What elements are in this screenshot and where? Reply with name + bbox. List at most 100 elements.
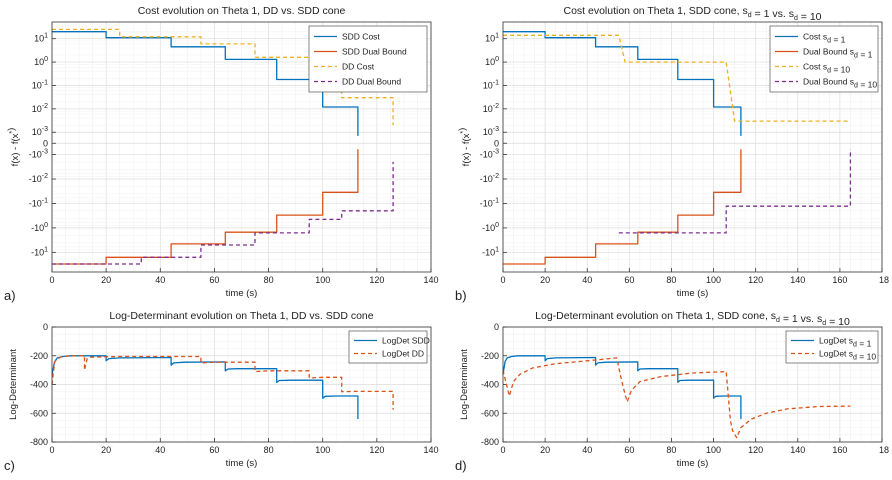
x-tick-label: 40 bbox=[582, 275, 592, 285]
x-tick-label: 140 bbox=[423, 275, 438, 285]
y-tick-label: -10-1 bbox=[480, 197, 499, 208]
panel-letter: a) bbox=[4, 288, 16, 303]
y-tick-label: -400 bbox=[30, 380, 48, 390]
y-tick-label: -200 bbox=[30, 351, 48, 361]
series-line-2 bbox=[52, 149, 359, 265]
x-tick-label: 20 bbox=[540, 445, 550, 455]
x-tick-label: 60 bbox=[209, 445, 219, 455]
y-tick-label: 100 bbox=[485, 56, 499, 67]
x-tick-label: 80 bbox=[264, 275, 274, 285]
plot-frame bbox=[502, 21, 883, 273]
plot-frame bbox=[51, 21, 432, 273]
x-tick-label: 0 bbox=[49, 445, 54, 455]
y-tick-label: 0 bbox=[494, 322, 499, 332]
y-tick-label: 10-1 bbox=[32, 79, 48, 90]
y-tick-label: -100 bbox=[482, 222, 499, 233]
y-tick-label: -10-2 bbox=[29, 173, 48, 184]
x-tick-label: 100 bbox=[315, 275, 330, 285]
series-line-3 bbox=[52, 28, 394, 126]
y-tick-label: -10-3 bbox=[29, 149, 48, 160]
x-tick-label: 20 bbox=[101, 445, 111, 455]
x-tick-label: 60 bbox=[624, 275, 634, 285]
chart-title: Log-Determinant evolution on Theta 1, DD… bbox=[109, 310, 373, 322]
y-tick-label: -101 bbox=[31, 246, 48, 257]
legend-label-2: SDD Dual Bound bbox=[342, 47, 407, 57]
legend: SDD Cost SDD Dual Bound DD Cost DD Dual Bou… bbox=[308, 25, 428, 93]
series-line-3 bbox=[503, 34, 851, 122]
legend: Cost sd = 1 Dual Bound sd = 1 Cost sd = 10… bbox=[769, 25, 879, 93]
x-tick-label: 60 bbox=[624, 445, 634, 455]
chart-title: Cost evolution on Theta 1, SDD cone, sd … bbox=[563, 5, 821, 23]
x-tick-label: 0 bbox=[500, 445, 505, 455]
y-tick-label: -10-3 bbox=[480, 149, 499, 160]
x-tick-label: 40 bbox=[582, 445, 592, 455]
x-axis-label: time (s) bbox=[226, 288, 258, 299]
legend-label-4: Dual Bound sd = 10 bbox=[803, 77, 877, 90]
y-tick-label: -100 bbox=[31, 222, 48, 233]
y-tick-label: 10-3 bbox=[483, 126, 499, 137]
series-line-2 bbox=[503, 149, 742, 265]
chart-title: Cost evolution on Theta 1, DD vs. SDD co… bbox=[138, 5, 346, 17]
legend-label-1: LogDet SDD bbox=[382, 336, 430, 346]
x-tick-label: 40 bbox=[155, 445, 165, 455]
x-axis-label: time (s) bbox=[226, 458, 258, 469]
x-tick-label: 18 bbox=[879, 275, 889, 285]
legend-label-3: Cost sd = 10 bbox=[803, 62, 850, 75]
x-tick-label: 120 bbox=[369, 275, 384, 285]
x-tick-label: 140 bbox=[790, 445, 805, 455]
series-line-4 bbox=[52, 161, 394, 265]
x-tick-label: 20 bbox=[101, 275, 111, 285]
x-tick-label: 100 bbox=[706, 445, 721, 455]
x-tick-label: 140 bbox=[790, 275, 805, 285]
y-tick-label: -800 bbox=[481, 437, 499, 447]
x-axis-label: time (s) bbox=[677, 288, 709, 299]
legend-label-2: LogDet sd = 10 bbox=[819, 349, 876, 362]
legend-box bbox=[348, 330, 428, 364]
series-line-1 bbox=[52, 31, 359, 136]
x-tick-label: 80 bbox=[666, 275, 676, 285]
x-tick-label: 0 bbox=[500, 275, 505, 285]
legend-label-2: LogDet DD bbox=[382, 349, 424, 359]
y-tick-label: -10-2 bbox=[480, 173, 499, 184]
y-axis-label: f(x) - f(x*) bbox=[6, 128, 21, 167]
legend-label-4: DD Dual Bound bbox=[342, 77, 401, 87]
y-tick-label: 10-2 bbox=[32, 103, 48, 114]
series-line-2 bbox=[502, 357, 851, 439]
x-tick-label: 80 bbox=[264, 445, 274, 455]
y-tick-label: 101 bbox=[34, 33, 48, 44]
y-tick-label: 0 bbox=[494, 138, 499, 148]
legend: LogDet SDD LogDet DD bbox=[348, 330, 430, 364]
x-tick-label: 140 bbox=[423, 445, 438, 455]
y-tick-label: 10-2 bbox=[483, 103, 499, 114]
x-tick-label: 160 bbox=[832, 275, 847, 285]
panel-letter: b) bbox=[455, 288, 467, 303]
y-tick-label: 10-3 bbox=[32, 126, 48, 137]
y-tick-label: -10-1 bbox=[29, 197, 48, 208]
legend-label-1: SDD Cost bbox=[342, 32, 380, 42]
panel-letter: c) bbox=[4, 458, 15, 473]
x-tick-label: 20 bbox=[540, 275, 550, 285]
plot-frame bbox=[51, 326, 432, 443]
y-tick-label: -600 bbox=[30, 408, 48, 418]
y-tick-label: 100 bbox=[34, 56, 48, 67]
y-tick-label: -600 bbox=[481, 408, 499, 418]
x-tick-label: 60 bbox=[209, 275, 219, 285]
x-tick-label: 120 bbox=[369, 445, 384, 455]
series-line-4 bbox=[618, 149, 852, 234]
x-tick-label: 80 bbox=[666, 445, 676, 455]
x-tick-label: 40 bbox=[155, 275, 165, 285]
legend-label-2: Dual Bound sd = 1 bbox=[803, 47, 873, 60]
x-axis-label: time (s) bbox=[677, 458, 709, 469]
y-tick-label: -800 bbox=[30, 437, 48, 447]
chart-panel-2: 10110010-110-210-30-10-3-10-2-10-1-100-1… bbox=[455, 5, 889, 303]
x-tick-label: 18 bbox=[879, 445, 889, 455]
x-tick-label: 120 bbox=[748, 275, 763, 285]
chart-title: Log-Determinant evolution on Theta 1, SD… bbox=[535, 310, 850, 328]
y-axis-label: Log-Determinant bbox=[8, 349, 19, 420]
y-tick-label: 10-1 bbox=[483, 79, 499, 90]
x-tick-label: 100 bbox=[706, 275, 721, 285]
